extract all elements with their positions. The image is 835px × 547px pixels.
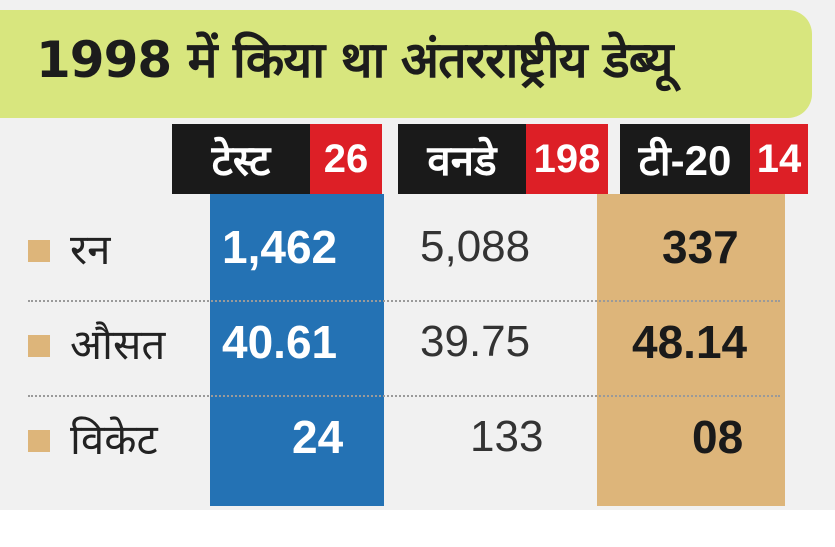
header-test-count: 26 bbox=[310, 124, 382, 194]
row-label-wickets: विकेट bbox=[70, 415, 158, 464]
odi-average-value: 39.75 bbox=[420, 317, 531, 366]
test-wickets-value: 24 bbox=[292, 411, 344, 463]
header-odi-count: 198 bbox=[526, 124, 608, 194]
odi-wickets-value: 133 bbox=[470, 412, 544, 461]
title-bar: 1998 में किया था अंतरराष्ट्रीय डेब्यू bbox=[0, 10, 812, 118]
test-runs-value: 1,462 bbox=[222, 221, 338, 273]
t20-wickets-value: 08 bbox=[692, 411, 744, 463]
row-divider bbox=[28, 300, 780, 302]
header-test-label: टेस्ट bbox=[172, 124, 310, 194]
test-average-value: 40.61 bbox=[222, 316, 338, 368]
t20-runs-value: 337 bbox=[662, 221, 739, 273]
row-label-average: औसत bbox=[70, 320, 166, 369]
row-marker-icon bbox=[28, 335, 50, 357]
header-t20-label: टी-20 bbox=[620, 124, 750, 194]
t20-average-value: 48.14 bbox=[632, 316, 748, 368]
odi-runs-value: 5,088 bbox=[420, 222, 531, 271]
row-marker-icon bbox=[28, 240, 50, 262]
row-divider bbox=[28, 395, 780, 397]
header-t20-count: 14 bbox=[750, 124, 808, 194]
row-marker-icon bbox=[28, 430, 50, 452]
t20-column bbox=[597, 194, 785, 506]
row-label-runs: रन bbox=[70, 225, 111, 274]
header-odi-label: वनडे bbox=[398, 124, 526, 194]
page-title: 1998 में किया था अंतरराष्ट्रीय डेब्यू bbox=[36, 31, 673, 89]
test-column bbox=[210, 194, 384, 506]
bottom-band bbox=[0, 510, 835, 547]
